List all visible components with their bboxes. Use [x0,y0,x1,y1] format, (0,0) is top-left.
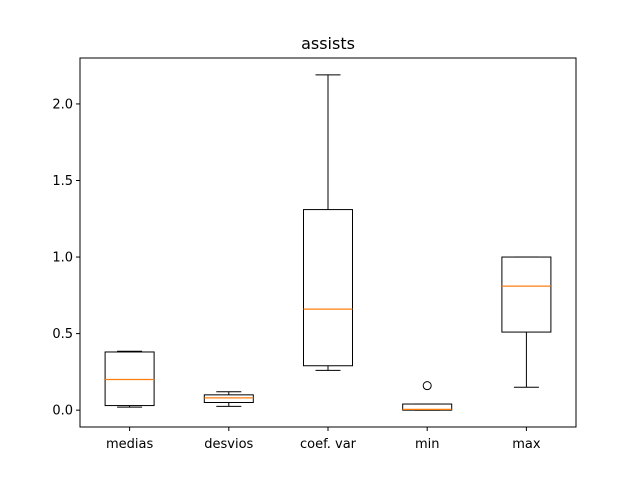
y-tick-label: 0.5 [52,327,73,342]
box-iqr [203,394,254,404]
x-tick-label: coef. var [300,437,357,452]
box-max [501,256,552,388]
y-tick-label: 1.0 [52,251,73,266]
x-tick-label: min [415,437,440,452]
box-iqr [501,256,552,333]
box-iqr [303,209,353,367]
y-tick-label: 1.5 [52,174,73,189]
box-medias [104,350,155,408]
box-coef-var [303,74,353,371]
plot-frame [79,57,577,428]
x-tick-label: medias [106,437,153,452]
box-iqr [104,351,155,407]
box-iqr [402,403,453,411]
outlier-point [422,381,432,391]
chart-title: assists [301,34,355,53]
x-tick-label: desvios [204,437,253,452]
y-axis: 0.0 0.5 1.0 1.5 2.0 [52,97,80,419]
x-axis: medias desvios coef. var min max [106,427,541,452]
box-desvios [203,391,254,407]
x-tick-label: max [512,437,541,452]
y-tick-label: 0.0 [52,404,73,419]
y-tick-label: 2.0 [52,97,73,112]
box-min [402,381,453,411]
plot-boxes [104,74,552,411]
